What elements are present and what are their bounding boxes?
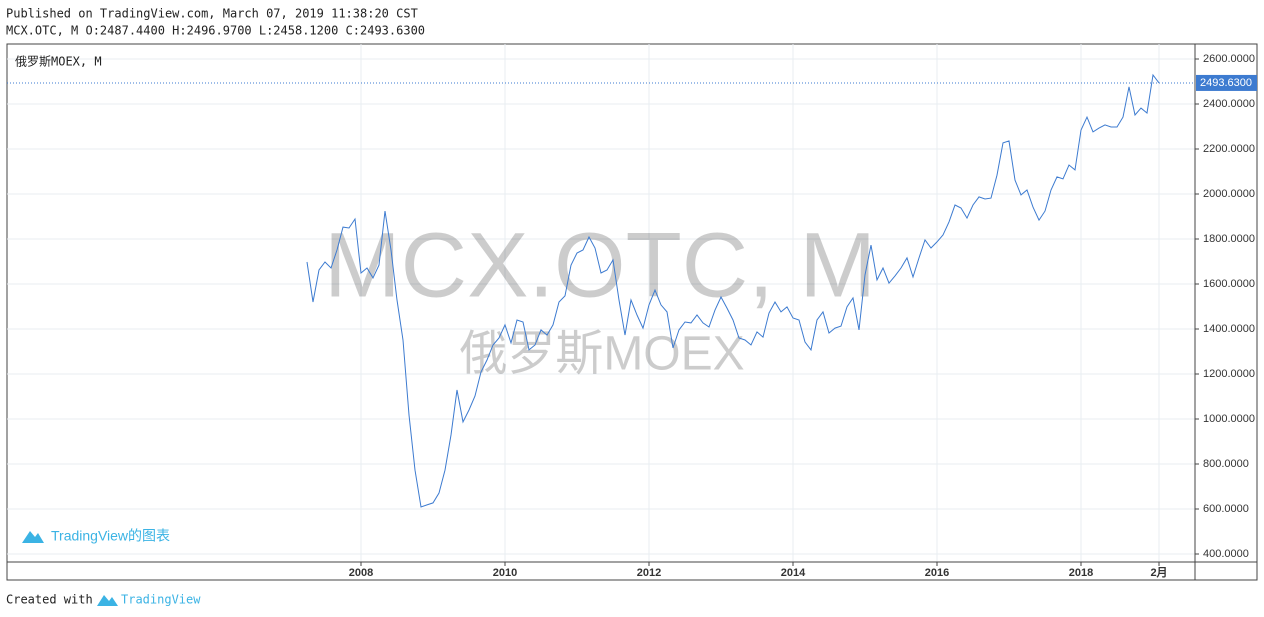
y-tick-label: 2600.0000 — [1203, 53, 1255, 65]
frame — [6, 43, 1258, 581]
y-tick-label: 1400.0000 — [1203, 323, 1255, 335]
y-tick-label: 1800.0000 — [1203, 233, 1255, 245]
ohlc-text: MCX.OTC, M O:2487.4400 H:2496.9700 L:245… — [6, 24, 425, 38]
y-tick-label: 600.0000 — [1203, 503, 1249, 515]
x-tick-label: 2018 — [1069, 567, 1093, 579]
x-tick-label: 2010 — [493, 567, 517, 579]
last-price-box — [1196, 74, 1257, 91]
y-tick-label: 1600.0000 — [1203, 278, 1255, 290]
footer-logo — [97, 595, 118, 606]
created-text: Created with — [6, 593, 93, 607]
y-tick-label: 2400.0000 — [1203, 98, 1255, 110]
y-tick-label: 2200.0000 — [1203, 143, 1255, 155]
plot: 2493.6300 — [7, 73, 1257, 508]
pane-label: 俄罗斯MOEX, M — [15, 55, 102, 69]
y-tick-label: 1000.0000 — [1203, 413, 1255, 425]
price-line — [306, 73, 1160, 508]
x-tick-label: 2014 — [781, 567, 806, 579]
grid: 400.0000 600.0000 800.0000 1000.0000 1200.00… — [7, 44, 1255, 579]
last-price-label: 2493.6300 — [1200, 77, 1252, 89]
logo-text: TradingView的图表 — [51, 528, 170, 544]
watermark: MCX.OTC, M — [324, 214, 876, 316]
watermark-sub: 俄罗斯MOEX — [459, 328, 744, 381]
y-tick-label: 400.0000 — [1203, 548, 1249, 560]
x-tick-label: 2008 — [349, 567, 373, 579]
footer-brand: TradingView — [121, 593, 201, 607]
x-tick-label: 2016 — [925, 567, 949, 579]
y-tick-label: 1200.0000 — [1203, 368, 1255, 380]
x-tick-label: 2月 — [1150, 566, 1167, 579]
y-tick-label: 2000.0000 — [1203, 188, 1255, 200]
y-tick-label: 800.0000 — [1203, 458, 1249, 470]
published-text: Published on TradingView.com, March 07, … — [6, 7, 418, 21]
x-tick-label: 2012 — [637, 567, 661, 579]
logo-icon — [22, 531, 44, 543]
